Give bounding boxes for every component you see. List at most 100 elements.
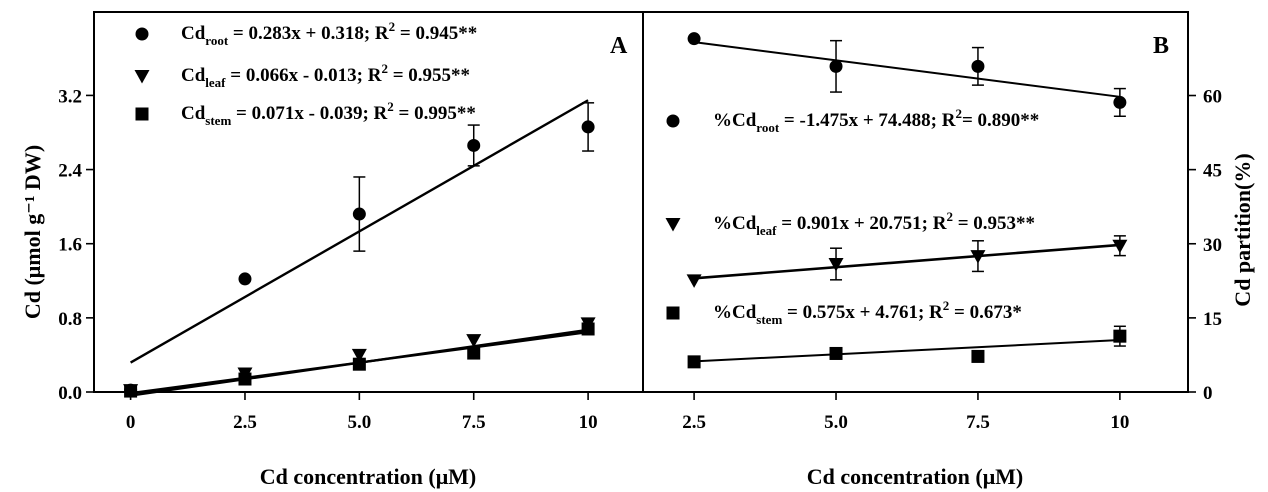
- legend-equation: %Cdroot = -1.475x + 74.488; R2= 0.890**: [713, 106, 1039, 135]
- equation-part: Cd: [181, 65, 206, 86]
- data-point-triangle-down: [351, 348, 367, 363]
- legend-equation: Cdleaf = 0.066x - 0.013; R2 = 0.955**: [181, 61, 470, 90]
- data-point-square: [1113, 329, 1127, 343]
- x-tick-label: 0: [126, 412, 136, 433]
- x-tick-label: 2.5: [682, 412, 706, 433]
- panel-b-y-ticks: 0 15 30 45 60: [1188, 87, 1222, 404]
- data-point-triangle-down: [686, 274, 702, 288]
- equation-part: Cd: [181, 23, 206, 44]
- legend-marker-square: [135, 107, 149, 121]
- panel-a: A Cd concentration (μM) Cd (μmol g⁻¹ DW)…: [20, 11, 644, 489]
- equation-part: = 0.071x - 0.039; R: [231, 103, 387, 124]
- y-tick-label: 30: [1203, 235, 1222, 256]
- equation-part: = 0.901x + 20.751; R: [777, 213, 947, 234]
- data-point-circle: [467, 138, 481, 152]
- data-point-square: [829, 346, 843, 360]
- legend-equation: Cdroot = 0.283x + 0.318; R2 = 0.945**: [181, 19, 477, 48]
- equation-part: = 0.890**: [962, 110, 1039, 131]
- legend-marker-triangle-down: [665, 218, 681, 232]
- y-tick-label: 15: [1203, 309, 1222, 330]
- equation-part: 2: [387, 99, 394, 114]
- data-point-triangle-down: [970, 250, 986, 264]
- equation-part: leaf: [756, 223, 777, 238]
- equation-part: 2: [943, 298, 950, 313]
- equation-part: = 0.575x + 4.761; R: [782, 302, 943, 323]
- equation-part: root: [205, 33, 229, 48]
- x-tick-label: 7.5: [966, 412, 990, 433]
- equation-part: = 0.945**: [395, 23, 477, 44]
- equation-part: root: [756, 120, 780, 135]
- data-point-square: [467, 346, 481, 360]
- equation-part: = 0.673*: [949, 302, 1022, 323]
- equation-part: 2: [381, 61, 388, 76]
- equation-part: = -1.475x + 74.488; R: [779, 110, 956, 131]
- equation-part: stem: [205, 113, 231, 128]
- panel-a-letter: A: [610, 33, 628, 59]
- equation-part: Cd: [181, 103, 206, 124]
- x-tick-label: 10: [1110, 412, 1129, 433]
- equation-part: 2: [946, 209, 953, 224]
- data-point-triangle-down: [1112, 239, 1128, 254]
- data-point-circle: [687, 32, 701, 46]
- panel-a-data-points: [123, 120, 596, 398]
- data-point-circle: [581, 120, 595, 134]
- x-tick-label: 5.0: [347, 412, 371, 433]
- equation-part: leaf: [205, 75, 226, 90]
- panel-a-error-bars: [353, 102, 595, 334]
- equation-part: = 0.955**: [388, 65, 470, 86]
- equation-part: = 0.953**: [953, 213, 1035, 234]
- x-tick-label: 10: [579, 412, 598, 433]
- regression-line: [693, 41, 1121, 98]
- panel-b-x-ticks: 2.5 5.0 7.5 10: [682, 392, 1129, 433]
- data-point-circle: [352, 207, 366, 221]
- legend-equation: %Cdstem = 0.575x + 4.761; R2 = 0.673*: [713, 298, 1022, 327]
- equation-part: %Cd: [713, 110, 757, 131]
- regression-line: [693, 243, 1120, 280]
- data-point-circle: [829, 59, 843, 73]
- panel-a-x-ticks: 0 2.5 5.0 7.5 10: [126, 392, 598, 433]
- x-tick-label: 2.5: [233, 412, 257, 433]
- equation-part: = 0.066x - 0.013; R: [226, 65, 382, 86]
- data-point-circle: [238, 272, 252, 286]
- data-point-square: [581, 322, 595, 336]
- equation-part: %Cd: [713, 302, 757, 323]
- panel-b-data-points: [686, 32, 1128, 369]
- panel-b-regression-lines: [693, 41, 1121, 363]
- equation-part: 2: [389, 19, 396, 34]
- data-point-square: [352, 357, 366, 371]
- y-tick-label: 2.4: [58, 161, 82, 182]
- x-tick-label: 5.0: [824, 412, 848, 433]
- y-tick-label: 0.0: [58, 383, 82, 404]
- panel-b-letter: B: [1153, 33, 1169, 59]
- data-point-circle: [1113, 95, 1127, 109]
- legend-equation: %Cdleaf = 0.901x + 20.751; R2 = 0.953**: [713, 209, 1035, 238]
- y-tick-label: 0: [1203, 383, 1213, 404]
- equation-part: = 0.283x + 0.318; R: [228, 23, 389, 44]
- y-tick-label: 1.6: [58, 235, 82, 256]
- x-tick-label: 7.5: [462, 412, 486, 433]
- data-point-square: [238, 372, 252, 386]
- y-tick-label: 0.8: [58, 309, 82, 330]
- panel-a-legend: Cdroot = 0.283x + 0.318; R2 = 0.945**Cdl…: [134, 19, 477, 128]
- data-point-circle: [971, 59, 985, 73]
- panel-b: B Cd concentration (μM) Cd partition(%) …: [642, 11, 1255, 489]
- x-axis-label-a: Cd concentration (μM): [260, 464, 477, 489]
- legend-marker-triangle-down: [134, 70, 150, 84]
- regression-line: [694, 339, 1120, 363]
- y-tick-label: 45: [1203, 161, 1222, 182]
- panel-b-frame: [642, 11, 1189, 393]
- equation-part: 2: [955, 106, 962, 121]
- data-point-square: [971, 349, 985, 363]
- data-point-triangle-down: [466, 334, 482, 348]
- y-tick-label: 60: [1203, 87, 1222, 108]
- equation-part: stem: [756, 312, 782, 327]
- data-point-square: [124, 384, 138, 398]
- y-tick-label: 3.2: [58, 86, 82, 107]
- data-point-square: [687, 355, 701, 369]
- y-axis-label-b: Cd partition(%): [1230, 153, 1255, 306]
- equation-part: = 0.995**: [394, 103, 476, 124]
- equation-part: %Cd: [713, 213, 757, 234]
- y-axis-label-a: Cd (μmol g⁻¹ DW): [20, 145, 45, 319]
- legend-marker-circle: [666, 114, 680, 128]
